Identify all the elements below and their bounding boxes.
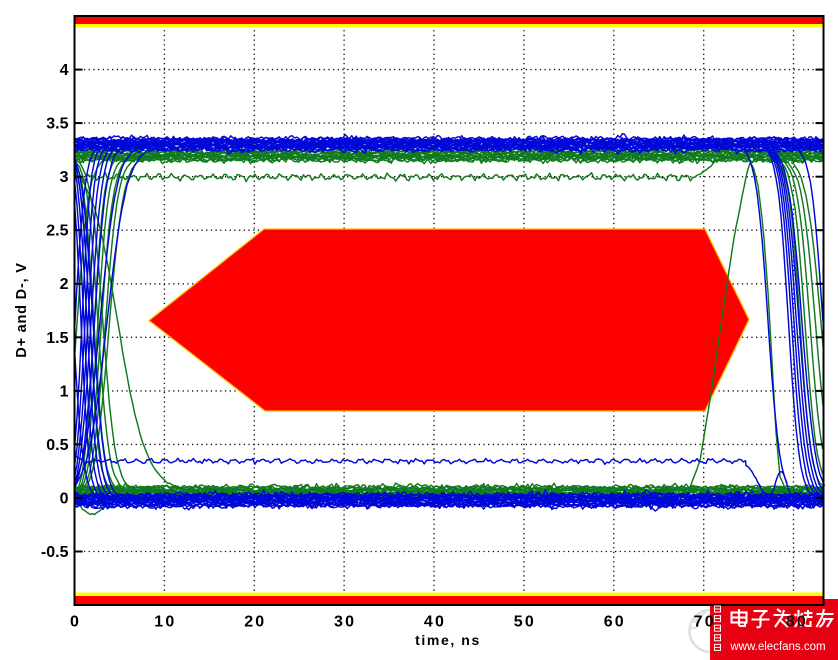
svg-text:1: 1 — [60, 383, 69, 400]
svg-text:0.5: 0.5 — [46, 437, 68, 454]
svg-text:0: 0 — [60, 490, 69, 507]
svg-text:20: 20 — [244, 614, 266, 631]
svg-text:60: 60 — [604, 614, 626, 631]
svg-text:50: 50 — [514, 614, 536, 631]
svg-text:-0.5: -0.5 — [41, 544, 69, 561]
svg-text:2.5: 2.5 — [46, 223, 68, 240]
svg-text:0: 0 — [70, 614, 81, 631]
svg-text:4: 4 — [60, 62, 69, 79]
svg-text:1.5: 1.5 — [46, 330, 68, 347]
svg-text:3.5: 3.5 — [46, 116, 68, 133]
svg-text:70: 70 — [694, 614, 716, 631]
svg-text:30: 30 — [334, 614, 356, 631]
svg-text:40: 40 — [424, 614, 446, 631]
svg-text:time, ns: time, ns — [415, 632, 481, 648]
svg-text:2: 2 — [60, 276, 69, 293]
svg-text:10: 10 — [154, 614, 176, 631]
svg-text:80: 80 — [786, 614, 808, 631]
svg-text:www.elecfans.com: www.elecfans.com — [729, 641, 825, 653]
svg-text:D+ and D-, V: D+ and D-, V — [14, 262, 30, 357]
svg-text:3: 3 — [60, 169, 69, 186]
